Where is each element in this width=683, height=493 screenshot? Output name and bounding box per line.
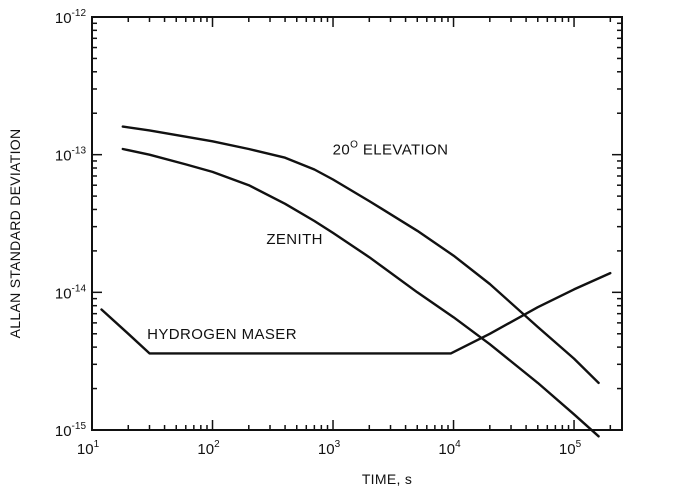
y-tick-label: 10-14	[55, 283, 87, 302]
x-tick-label: 105	[559, 439, 582, 458]
series-label-2: HYDROGEN MASER	[147, 326, 297, 343]
tick-labels: 101 102 103 104 105 10-15 10-14 10-13 10-12	[55, 8, 582, 458]
series-label-1: ZENITH	[266, 231, 323, 248]
curve-annotations: 20O ELEVATION ZENITH HYDROGEN MASER	[147, 140, 448, 343]
series-line-2	[100, 271, 612, 355]
y-tick-label: 10-13	[55, 146, 87, 165]
y-tick-label: 10-15	[55, 421, 87, 440]
series-line-0	[121, 125, 600, 385]
axis-ticks	[91, 16, 622, 431]
x-axis-title: TIME, s	[362, 471, 412, 487]
x-tick-label: 104	[438, 439, 461, 458]
plot-frame	[91, 16, 623, 431]
y-tick-label: 10-12	[55, 8, 87, 27]
x-tick-label: 102	[197, 439, 220, 458]
y-axis-title: ALLAN STANDARD DEVIATION	[7, 129, 23, 339]
series-label-0: 20O ELEVATION	[333, 140, 449, 159]
series-line-1	[121, 147, 600, 438]
x-tick-label: 101	[77, 439, 100, 458]
x-tick-label: 103	[318, 439, 341, 458]
curves	[100, 125, 612, 438]
